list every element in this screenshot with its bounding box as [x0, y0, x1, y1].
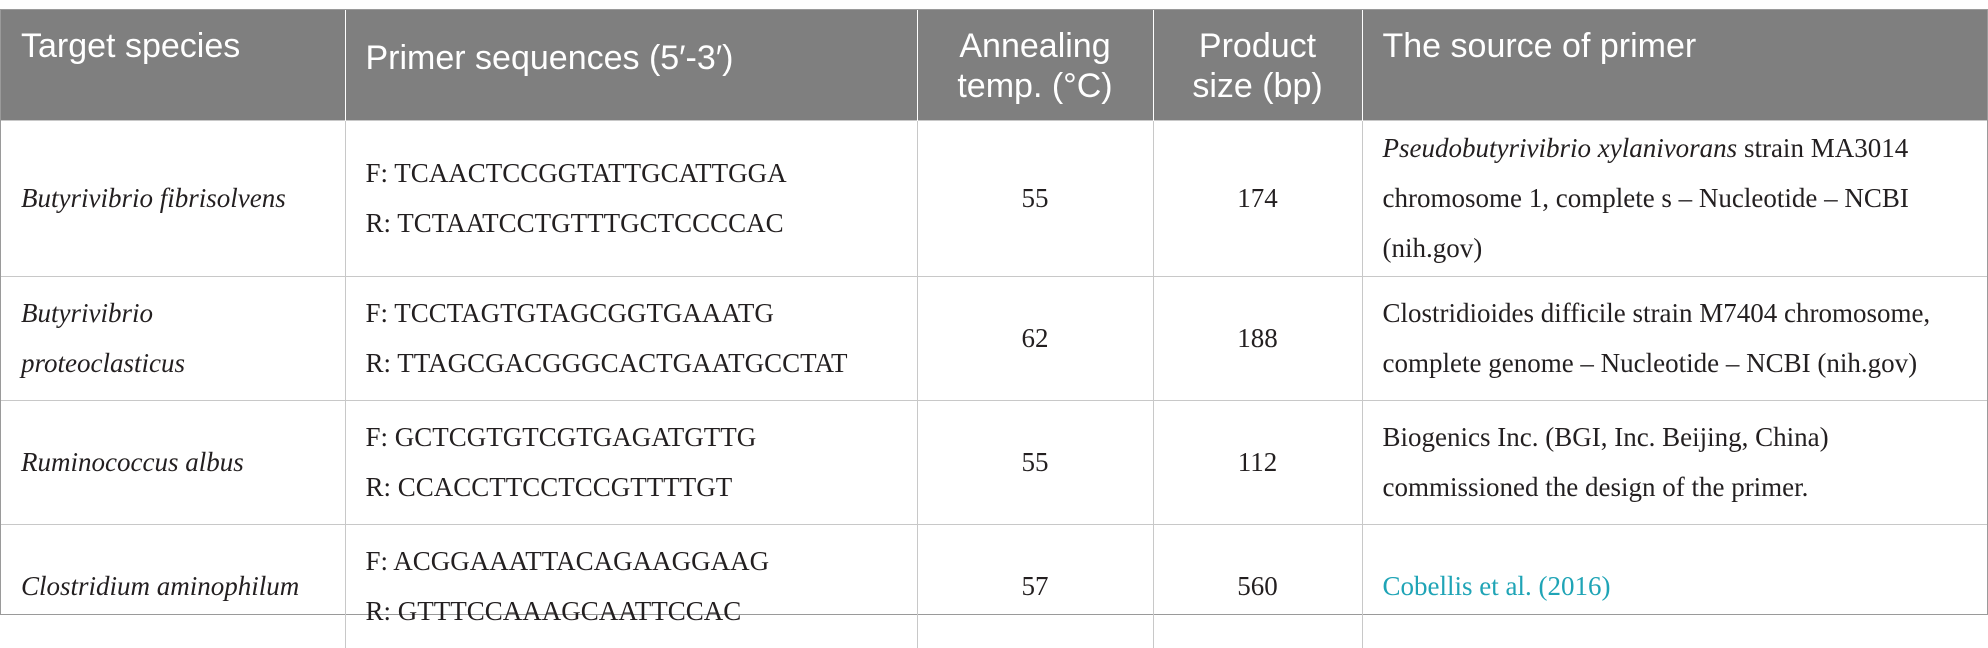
header-product-line2: size (bp)	[1192, 67, 1323, 105]
table-row: Butyrivibrio proteoclasticus F: TCCTAGTG…	[1, 275, 1987, 400]
primer-sequence-cell: F: ACGGAAATTACAGAAGGAAG R: GTTTCCAAAGCAA…	[344, 523, 917, 648]
species-name-line2: proteoclasticus	[21, 348, 185, 378]
annealing-temp-cell: 55	[916, 399, 1153, 524]
product-size-cell: 188	[1152, 275, 1362, 400]
annealing-temp-cell: 57	[916, 523, 1153, 648]
annealing-temp-value: 62	[1021, 323, 1049, 353]
source-cell: Pseudobutyrivibrio xylanivorans strain M…	[1361, 119, 1987, 276]
product-size-cell: 112	[1152, 399, 1362, 524]
source-cell: Clostridioides difficile strain M7404 ch…	[1361, 275, 1987, 400]
product-size-value: 560	[1237, 571, 1278, 602]
table-body: Butyrivibrio fibrisolvens F: TCAACTCCGGT…	[1, 119, 1987, 648]
table-row: Butyrivibrio fibrisolvens F: TCAACTCCGGT…	[1, 119, 1987, 276]
species-name: Butyrivibrio fibrisolvens	[21, 183, 286, 213]
header-source-label: The source of primer	[1382, 27, 1697, 65]
header-primer-sequences: Primer sequences (5′-3′)	[344, 10, 917, 120]
product-size-value: 112	[1237, 447, 1278, 477]
header-row: Target species Primer sequences (5′-3′) …	[1, 10, 1987, 120]
primer-table-container: Target species Primer sequences (5′-3′) …	[0, 9, 1988, 648]
header-annealing-line1: Annealing	[959, 27, 1111, 65]
table-row: Clostridium aminophilum F: ACGGAAATTACAG…	[1, 523, 1987, 648]
annealing-temp-cell: 55	[916, 119, 1153, 276]
source-italic-text: Pseudobutyrivibrio xylanivorans	[1382, 133, 1738, 163]
forward-primer: F: GCTCGTGTCGTGAGATGTTG	[365, 422, 757, 452]
header-source: The source of primer	[1361, 10, 1987, 120]
header-annealing-temp: Annealing temp. (°C)	[916, 10, 1153, 120]
source-citation-link[interactable]: Cobellis et al. (2016)	[1382, 571, 1611, 602]
header-product-size: Product size (bp)	[1152, 10, 1362, 120]
product-size-value: 188	[1237, 323, 1278, 353]
source-text: Biogenics Inc. (BGI, Inc. Beijing, China…	[1382, 422, 1829, 502]
primer-sequence-cell: F: TCCTAGTGTAGCGGTGAAATG R: TTAGCGACGGGC…	[344, 275, 917, 400]
reverse-primer: R: TCTAATCCTGTTTGCTCCCCAC	[365, 208, 784, 238]
annealing-temp-cell: 62	[916, 275, 1153, 400]
species-name: Ruminococcus albus	[21, 447, 244, 477]
header-target-species-label: Target species	[21, 27, 241, 65]
header-annealing-line2: temp. (°C)	[957, 67, 1113, 105]
primer-sequence-cell: F: GCTCGTGTCGTGAGATGTTG R: CCACCTTCCTCCG…	[344, 399, 917, 524]
primer-sequence-cell: F: TCAACTCCGGTATTGCATTGGA R: TCTAATCCTGT…	[344, 119, 917, 276]
source-text: strain MA3014 chromosome 1, complete s –…	[1382, 133, 1909, 263]
source-cell: Cobellis et al. (2016)	[1361, 523, 1987, 648]
primer-table: Target species Primer sequences (5′-3′) …	[1, 10, 1987, 648]
forward-primer: F: ACGGAAATTACAGAAGGAAG	[365, 546, 770, 577]
source-cell: Biogenics Inc. (BGI, Inc. Beijing, China…	[1361, 399, 1987, 524]
reverse-primer: R: CCACCTTCCTCCGTTTTGT	[365, 472, 733, 502]
species-name: Clostridium aminophilum	[21, 571, 300, 602]
table-header: Target species Primer sequences (5′-3′) …	[1, 10, 1987, 120]
forward-primer: F: TCCTAGTGTAGCGGTGAAATG	[365, 298, 774, 328]
species-cell: Clostridium aminophilum	[1, 523, 345, 648]
product-size-cell: 560	[1152, 523, 1362, 648]
species-cell: Butyrivibrio proteoclasticus	[1, 275, 345, 400]
product-size-cell: 174	[1152, 119, 1362, 276]
source-text: Clostridioides difficile strain M7404 ch…	[1382, 298, 1931, 378]
header-target-species: Target species	[1, 10, 345, 120]
species-cell: Butyrivibrio fibrisolvens	[1, 119, 345, 276]
forward-primer: F: TCAACTCCGGTATTGCATTGGA	[365, 158, 787, 188]
table-row: Ruminococcus albus F: GCTCGTGTCGTGAGATGT…	[1, 399, 1987, 524]
species-cell: Ruminococcus albus	[1, 399, 345, 524]
annealing-temp-value: 55	[1021, 183, 1049, 213]
annealing-temp-value: 57	[1021, 571, 1049, 602]
product-size-value: 174	[1237, 183, 1278, 213]
annealing-temp-value: 55	[1021, 447, 1049, 477]
reverse-primer: R: TTAGCGACGGGCACTGAATGCCTAT	[365, 348, 848, 378]
header-primer-sequences-label: Primer sequences (5′-3′)	[365, 39, 734, 77]
reverse-primer: R: GTTTCCAAAGCAATTCCAC	[365, 596, 742, 627]
species-name-line1: Butyrivibrio	[21, 298, 153, 328]
header-product-line1: Product	[1198, 27, 1317, 65]
